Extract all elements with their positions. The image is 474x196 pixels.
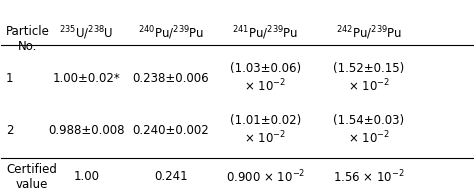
Text: 1.00±0.02*: 1.00±0.02* bbox=[52, 72, 120, 85]
Text: 1: 1 bbox=[6, 72, 14, 85]
Text: 1.00: 1.00 bbox=[73, 170, 99, 183]
Text: Certified
value: Certified value bbox=[6, 163, 57, 191]
Text: $^{235}$U/$^{238}$U: $^{235}$U/$^{238}$U bbox=[59, 24, 113, 42]
Text: 0.900 × 10$^{-2}$: 0.900 × 10$^{-2}$ bbox=[226, 169, 305, 185]
Text: 1.56 × 10$^{-2}$: 1.56 × 10$^{-2}$ bbox=[333, 169, 405, 185]
Text: $^{242}$Pu/$^{239}$Pu: $^{242}$Pu/$^{239}$Pu bbox=[336, 24, 402, 42]
Text: 0.238±0.006: 0.238±0.006 bbox=[133, 72, 210, 85]
Text: (1.01±0.02)
× 10$^{-2}$: (1.01±0.02) × 10$^{-2}$ bbox=[229, 114, 301, 147]
Text: 0.988±0.008: 0.988±0.008 bbox=[48, 124, 125, 137]
Text: (1.54±0.03)
× 10$^{-2}$: (1.54±0.03) × 10$^{-2}$ bbox=[333, 114, 404, 147]
Text: 0.240±0.002: 0.240±0.002 bbox=[133, 124, 210, 137]
Text: $^{241}$Pu/$^{239}$Pu: $^{241}$Pu/$^{239}$Pu bbox=[232, 24, 299, 42]
Text: $^{240}$Pu/$^{239}$Pu: $^{240}$Pu/$^{239}$Pu bbox=[138, 24, 204, 42]
Text: (1.03±0.06)
× 10$^{-2}$: (1.03±0.06) × 10$^{-2}$ bbox=[230, 62, 301, 95]
Text: 0.241: 0.241 bbox=[154, 170, 188, 183]
Text: Particle
No.: Particle No. bbox=[6, 24, 50, 53]
Text: 2: 2 bbox=[6, 124, 14, 137]
Text: (1.52±0.15)
× 10$^{-2}$: (1.52±0.15) × 10$^{-2}$ bbox=[333, 62, 405, 95]
